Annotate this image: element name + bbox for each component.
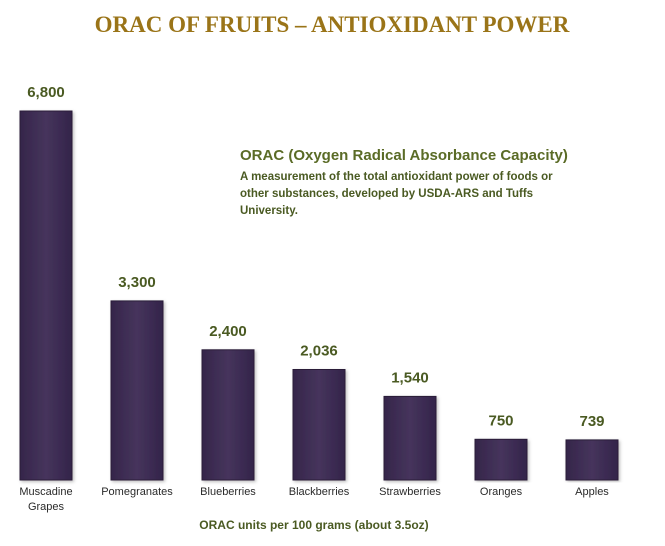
- value-labels-layer: 6,800 3,300 2,400 2,036 1,540 750 739: [27, 84, 604, 430]
- category-label-oranges: Oranges: [480, 486, 523, 498]
- bar-oranges: [474, 438, 528, 481]
- category-label-muscadine-grapes-line-1: Muscadine: [19, 486, 72, 498]
- bar-blueberries: [201, 349, 255, 481]
- orac-definition-note: ORAC (Oxygen Radical Absorbance Capacity…: [240, 147, 568, 217]
- bar-muscadine-grapes: [19, 110, 73, 481]
- category-label-pomegranates: Pomegranates: [101, 486, 173, 498]
- category-label-muscadine-grapes-line-2: Grapes: [28, 501, 65, 513]
- category-labels-layer: Muscadine Grapes Pomegranates Blueberries Bl…: [19, 486, 609, 513]
- value-label-blackberries: 2,036: [300, 343, 338, 360]
- value-label-strawberries: 1,540: [391, 369, 429, 386]
- bar-pomegranates: [110, 300, 164, 481]
- category-label-blackberries: Blackberries: [289, 486, 350, 498]
- bars-layer: [19, 110, 619, 481]
- note-line-2: other substances, developed by USDA-ARS …: [240, 188, 533, 200]
- value-label-pomegranates: 3,300: [118, 274, 156, 291]
- note-line-1: A measurement of the total antioxidant p…: [240, 171, 553, 183]
- value-label-apples: 739: [579, 413, 604, 430]
- category-label-blueberries: Blueberries: [200, 486, 256, 498]
- note-line-3: University.: [240, 205, 298, 217]
- bar-blackberries: [292, 369, 346, 481]
- x-axis-label: ORAC units per 100 grams (about 3.5oz): [199, 518, 428, 532]
- note-heading: ORAC (Oxygen Radical Absorbance Capacity…: [240, 147, 568, 164]
- category-label-strawberries: Strawberries: [379, 486, 441, 498]
- chart-title: ORAC OF FRUITS – ANTIOXIDANT POWER: [95, 12, 570, 37]
- value-label-oranges: 750: [488, 412, 513, 429]
- bar-apples: [565, 439, 619, 481]
- bar-strawberries: [383, 395, 437, 481]
- category-label-apples: Apples: [575, 486, 609, 498]
- value-label-blueberries: 2,400: [209, 323, 247, 340]
- value-label-muscadine-grapes: 6,800: [27, 84, 65, 101]
